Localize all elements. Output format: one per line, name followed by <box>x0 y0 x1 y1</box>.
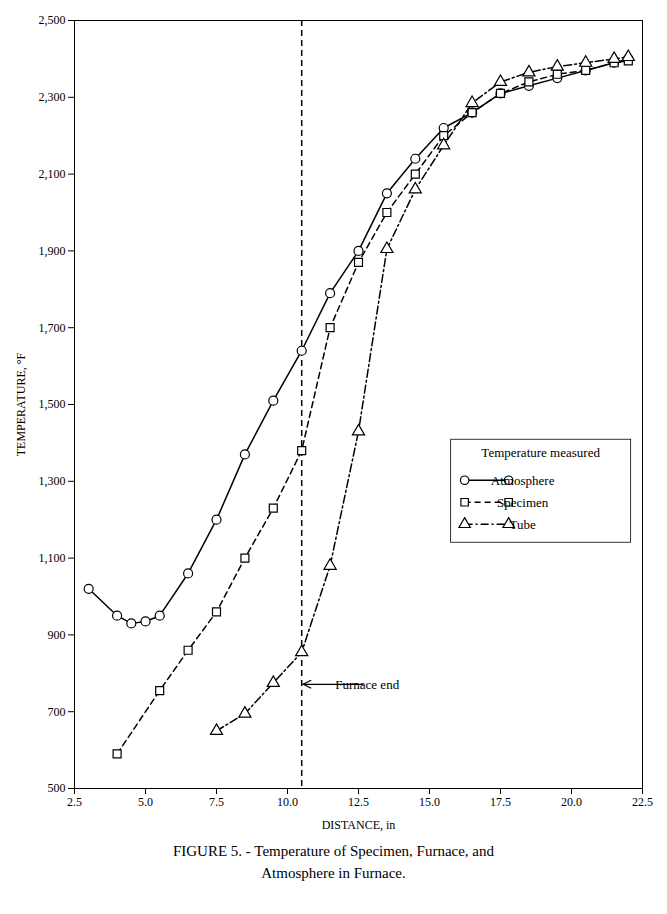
svg-text:DISTANCE, in: DISTANCE, in <box>322 818 396 832</box>
svg-text:Tube: Tube <box>510 517 536 532</box>
svg-text:15.0: 15.0 <box>419 795 440 809</box>
svg-text:2,300: 2,300 <box>39 90 66 104</box>
svg-text:7.5: 7.5 <box>209 795 224 809</box>
svg-text:1,700: 1,700 <box>39 321 66 335</box>
svg-text:1,100: 1,100 <box>39 551 66 565</box>
svg-text:2.5: 2.5 <box>67 795 82 809</box>
svg-text:TEMPERATURE, °F: TEMPERATURE, °F <box>14 352 28 456</box>
svg-text:10.0: 10.0 <box>277 795 298 809</box>
svg-text:1,300: 1,300 <box>39 474 66 488</box>
svg-text:2,500: 2,500 <box>39 13 66 27</box>
svg-text:Atmosphere: Atmosphere <box>491 473 555 488</box>
svg-text:5.0: 5.0 <box>138 795 153 809</box>
svg-text:1,900: 1,900 <box>39 244 66 258</box>
html-text:FIGURE 5. - Temperature of Spe: FIGURE 5. - Temperature of Specimen, Fur… <box>173 843 494 859</box>
svg-text:20.0: 20.0 <box>561 795 582 809</box>
svg-text:1,500: 1,500 <box>39 397 66 411</box>
svg-text:17.5: 17.5 <box>490 795 511 809</box>
svg-text:2,100: 2,100 <box>39 167 66 181</box>
svg-text:22.5: 22.5 <box>632 795 653 809</box>
svg-text:900: 900 <box>48 628 66 642</box>
html-text:Atmosphere in Furnace.: Atmosphere in Furnace. <box>261 865 406 881</box>
svg-text:12.5: 12.5 <box>348 795 369 809</box>
svg-text:Temperature measured: Temperature measured <box>481 445 600 460</box>
svg-text:700: 700 <box>48 705 66 719</box>
svg-text:Furnace end: Furnace end <box>335 677 399 692</box>
svg-text:Specimen: Specimen <box>497 495 549 510</box>
svg-text:500: 500 <box>48 781 66 795</box>
